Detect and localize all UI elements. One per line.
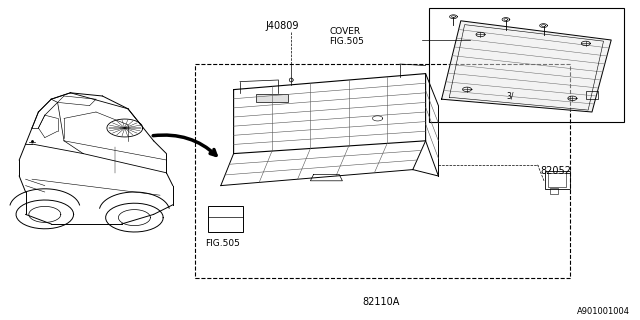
Bar (548, 173, 566, 187)
Bar (550, 188, 558, 194)
Bar (195, 64, 570, 278)
Text: 82110A: 82110A (362, 297, 399, 308)
Text: 3/: 3/ (507, 92, 514, 100)
Text: 82052: 82052 (541, 166, 572, 176)
Bar (208, 206, 243, 232)
Bar (586, 91, 598, 99)
Bar (545, 171, 570, 189)
Text: A901001004: A901001004 (577, 308, 630, 316)
Text: COVER
FIG.505: COVER FIG.505 (330, 27, 364, 46)
Bar (256, 94, 288, 102)
Text: FIG.505: FIG.505 (205, 239, 239, 248)
Text: J40809: J40809 (266, 20, 299, 31)
Bar (429, 8, 624, 122)
Polygon shape (442, 21, 611, 112)
